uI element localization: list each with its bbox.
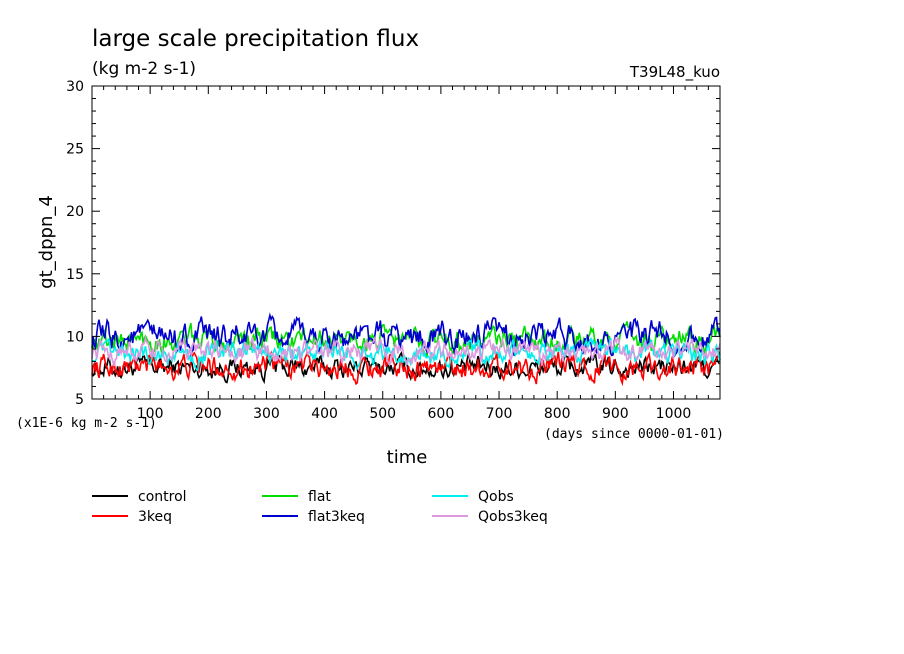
x-tick-label: 600 [428, 406, 455, 422]
legend-item-control: control [92, 489, 187, 505]
run-label: T39L48_kuo [629, 63, 720, 82]
y-tick-labels: 5 10 15 20 25 30 [66, 79, 84, 408]
x-tick-label: 700 [486, 406, 513, 422]
x-tick-label: 100 [137, 406, 164, 422]
y-scale-note: (x1E-6 kg m-2 s-1) [16, 416, 157, 431]
y-tick-label: 20 [66, 204, 84, 220]
legend-item-Qobs3keq: Qobs3keq [432, 509, 548, 525]
legend-label: control [138, 489, 187, 505]
x-axis-label: time [387, 447, 428, 468]
y-tick-label: 10 [66, 329, 84, 345]
y-axis-label: gt_dppn_4 [36, 195, 57, 289]
y-tick-label: 5 [75, 392, 84, 408]
x-tick-label: 400 [311, 406, 338, 422]
legend-label: Qobs3keq [478, 509, 548, 525]
x-tick-labels: 100 200 300 400 500 600 700 800 900 1000 [137, 406, 692, 422]
x-tick-label: 500 [369, 406, 396, 422]
x-units: (days since 0000-01-01) [544, 427, 724, 442]
y-tick-label: 15 [66, 267, 84, 283]
x-tick-label: 900 [602, 406, 629, 422]
chart-subtitle: (kg m-2 s-1) [92, 59, 196, 79]
series-line-Qobs3keq [91, 335, 721, 367]
series-layer [91, 312, 721, 387]
legend-label: flat3keq [308, 509, 365, 525]
legend-label: flat [308, 489, 331, 505]
legend-item-3keq: 3keq [92, 509, 172, 525]
legend-item-flat3keq: flat3keq [262, 509, 365, 525]
legend-item-flat: flat [262, 489, 331, 505]
legend: control 3keq flat flat3keq Qobs Qobs3keq [92, 489, 548, 525]
chart-title: large scale precipitation flux [92, 26, 419, 52]
x-tick-label: 1000 [656, 406, 692, 422]
series-line-flat3keq [91, 312, 721, 358]
x-tick-label: 800 [544, 406, 571, 422]
x-tick-label: 200 [195, 406, 222, 422]
x-tick-label: 300 [253, 406, 280, 422]
ticks-layer [92, 86, 720, 399]
legend-label: 3keq [138, 509, 172, 525]
legend-label: Qobs [478, 489, 514, 505]
series-line-Qobs [91, 336, 721, 372]
y-tick-label: 25 [66, 142, 84, 158]
y-tick-label: 30 [66, 79, 84, 95]
series-line-3keq [91, 349, 721, 387]
legend-item-Qobs: Qobs [432, 489, 514, 505]
